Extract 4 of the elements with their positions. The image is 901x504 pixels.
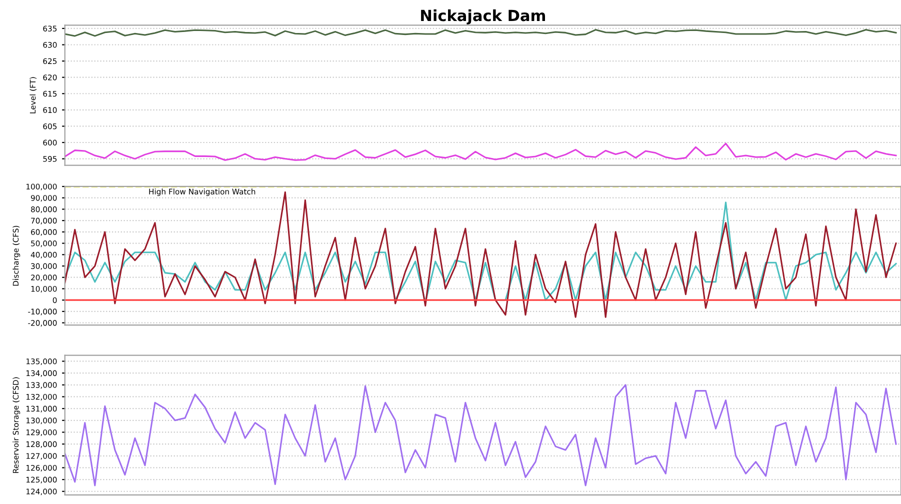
line-series xyxy=(64,142,897,161)
chart-title: Nickajack Dam xyxy=(421,9,545,24)
line-series xyxy=(64,384,897,486)
line-series xyxy=(64,28,897,37)
